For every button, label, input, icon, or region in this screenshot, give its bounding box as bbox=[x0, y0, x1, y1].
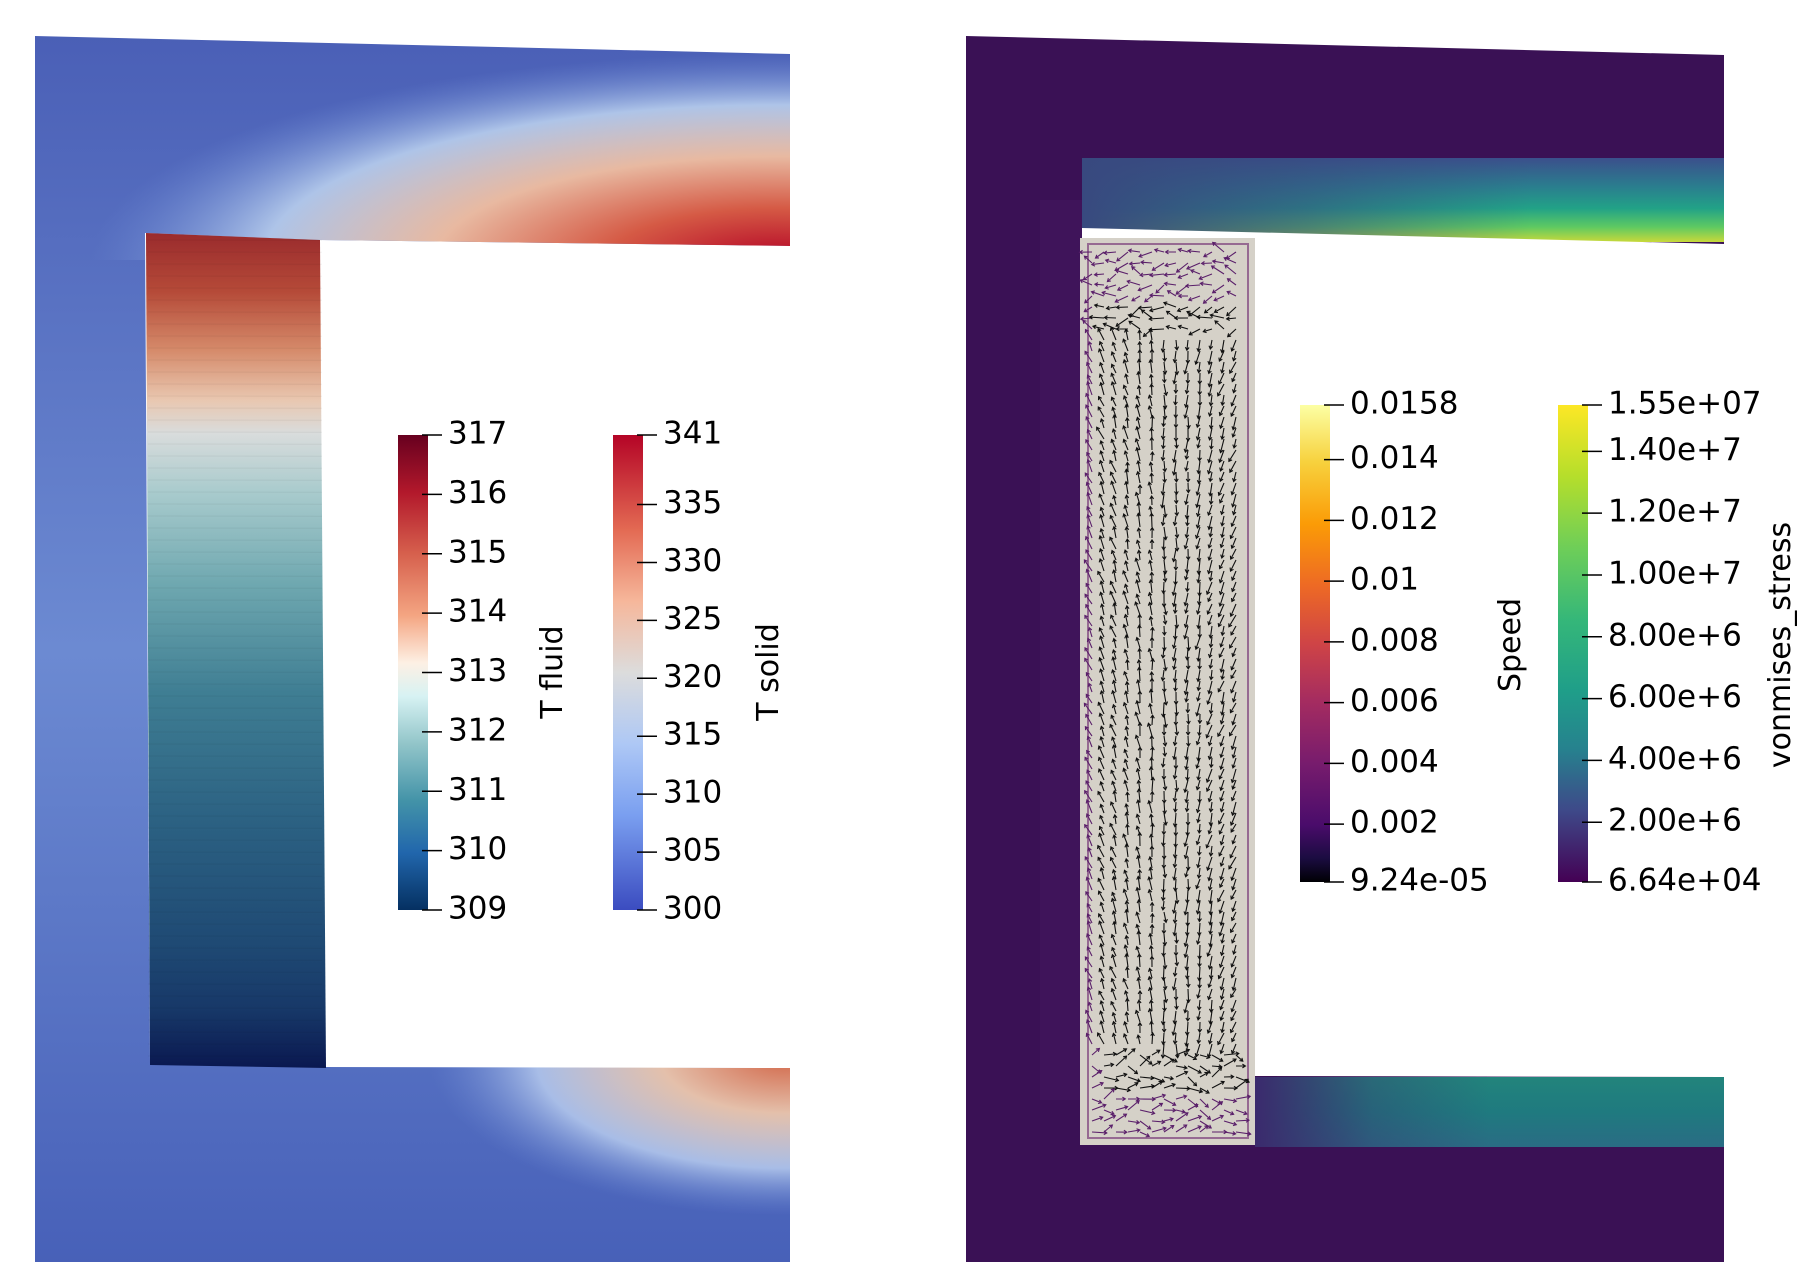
colorbar-gradient bbox=[1558, 405, 1588, 882]
colorbar-tick-label: 312 bbox=[448, 712, 507, 748]
colorbar-tick-label: 330 bbox=[663, 543, 722, 579]
fluid-domain-temperature bbox=[146, 233, 326, 1068]
colorbar-tick-label: 335 bbox=[663, 485, 722, 521]
colorbar-tick-label: 8.00e+6 bbox=[1608, 617, 1742, 653]
colorbar-group: 317 316 315 314 313 312 311 310 309 T fluid 341 335… bbox=[398, 386, 1798, 927]
colorbar-tick-label: 325 bbox=[663, 601, 722, 637]
colorbar-tick-label: 1.40e+7 bbox=[1608, 432, 1742, 468]
colorbar-tick-label: 300 bbox=[663, 891, 722, 927]
colorbar-tick-label: 0.008 bbox=[1350, 622, 1439, 658]
colorbar-tick-label: 0.014 bbox=[1350, 440, 1439, 476]
colorbar-tick-label: 4.00e+6 bbox=[1608, 741, 1742, 777]
colorbar-tick-label: 313 bbox=[448, 653, 507, 689]
colorbar-title: vonmises_stress bbox=[1763, 522, 1798, 768]
colorbar-t-fluid: 317 316 315 314 313 312 311 310 309 T fluid bbox=[398, 416, 570, 927]
colorbar-gradient bbox=[613, 435, 643, 910]
fluid-domain-velocity bbox=[1080, 238, 1255, 1145]
colorbar-tick-label: 6.00e+6 bbox=[1608, 679, 1742, 715]
colorbar-t-solid: 341 335 330 325 320 315 310 305 300 T solid bbox=[613, 416, 786, 927]
fluid-mesh-banding bbox=[147, 239, 323, 1057]
colorbar-tick-label: 1.55e+07 bbox=[1608, 386, 1762, 422]
colorbar-tick-label: 320 bbox=[663, 659, 722, 695]
colorbar-tick-label: 0.002 bbox=[1350, 805, 1439, 841]
colorbar-tick-label: 0.004 bbox=[1350, 744, 1439, 780]
colorbar-tick-label: 0.006 bbox=[1350, 683, 1439, 719]
colorbar-tick-label: 316 bbox=[448, 475, 507, 511]
colorbar-tick-label: 2.00e+6 bbox=[1608, 803, 1742, 839]
colorbar-tick-label: 1.00e+7 bbox=[1608, 555, 1742, 591]
colorbar-tick-label: 310 bbox=[663, 775, 722, 811]
colorbar-tick-label: 6.64e+04 bbox=[1608, 863, 1762, 899]
colorbar-tick-label: 0.012 bbox=[1350, 501, 1439, 537]
colorbar-tick-label: 309 bbox=[448, 891, 507, 927]
colorbar-title: T solid bbox=[751, 623, 786, 722]
velocity-vector-glyphs bbox=[1078, 241, 1252, 1138]
colorbar-title: T fluid bbox=[535, 625, 570, 719]
colorbar-title: Speed bbox=[1493, 598, 1528, 692]
colorbar-vonmises-stress: 1.55e+07 1.40e+7 1.20e+7 1.00e+7 8.00e+6 6.00… bbox=[1558, 386, 1798, 899]
colorbar-tick-label: 1.20e+7 bbox=[1608, 494, 1742, 530]
colorbar-speed: 0.0158 0.014 0.012 0.01 0.008 0.006 0.004 0.002… bbox=[1300, 386, 1528, 899]
left-cavity-cutout bbox=[324, 241, 790, 1068]
colorbar-gradient bbox=[1300, 405, 1330, 882]
colorbar-tick-label: 315 bbox=[663, 717, 722, 753]
colorbar-tick-label: 317 bbox=[448, 416, 507, 452]
colorbar-tick-label: 0.01 bbox=[1350, 562, 1419, 598]
colorbar-tick-label: 9.24e-05 bbox=[1350, 863, 1489, 899]
colorbar-tick-label: 314 bbox=[448, 594, 507, 630]
colorbar-tick-label: 311 bbox=[448, 772, 507, 808]
colorbar-tick-label: 315 bbox=[448, 534, 507, 570]
colorbar-tick-label: 341 bbox=[663, 416, 722, 452]
temperature-panel bbox=[35, 36, 790, 1262]
colorbar-tick-label: 310 bbox=[448, 831, 507, 867]
stress-velocity-panel bbox=[966, 36, 1724, 1262]
colorbar-tick-label: 305 bbox=[663, 833, 722, 869]
colorbar-tick-label: 0.0158 bbox=[1350, 386, 1458, 422]
